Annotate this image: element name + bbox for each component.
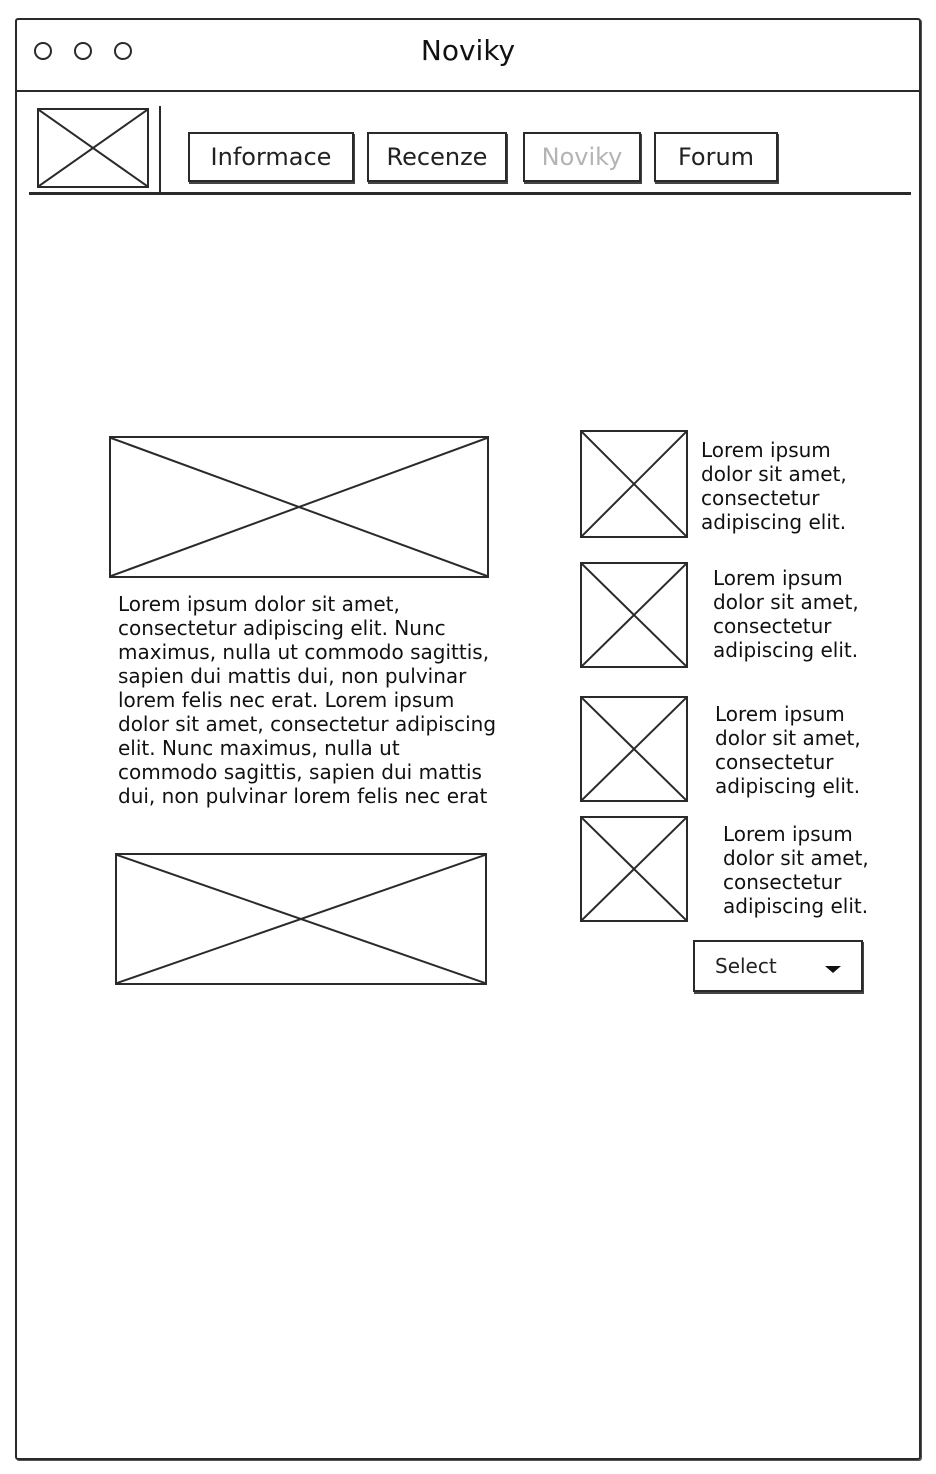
browser-window: Noviky Informace Recenze Noviky Forum Lo… [15, 18, 921, 1460]
title-bar: Noviky [17, 20, 919, 92]
tab-noviky[interactable]: Noviky [523, 132, 641, 182]
window-title: Noviky [420, 34, 516, 67]
image-placeholder-icon [39, 110, 147, 186]
select-dropdown[interactable]: Select [693, 940, 863, 992]
image-placeholder-icon [582, 818, 686, 920]
article-image-bottom [115, 853, 487, 985]
image-placeholder-icon [582, 432, 686, 536]
sidebar-item-text: Lorem ipsum dolor sit amet, consectetur … [701, 438, 847, 534]
image-placeholder-icon [582, 698, 686, 800]
tab-forum[interactable]: Forum [654, 132, 778, 182]
image-placeholder-icon [117, 855, 485, 983]
nav-divider [29, 192, 911, 195]
article-image-top [109, 436, 489, 578]
window-control-circle-icon[interactable] [74, 42, 92, 60]
sidebar-item-text: Lorem ipsum dolor sit amet, consectetur … [713, 566, 859, 662]
logo-image-placeholder [37, 108, 149, 188]
window-control-circle-icon[interactable] [34, 42, 52, 60]
image-placeholder-icon [111, 438, 487, 576]
select-label: Select [715, 954, 777, 978]
tab-recenze[interactable]: Recenze [367, 132, 507, 182]
image-placeholder-icon [582, 564, 686, 666]
sidebar-image [580, 430, 688, 538]
window-control-circle-icon[interactable] [114, 42, 132, 60]
article-text: Lorem ipsum dolor sit amet, consectetur … [118, 592, 497, 808]
sidebar-image [580, 562, 688, 668]
sidebar-item-text: Lorem ipsum dolor sit amet, consectetur … [715, 702, 861, 798]
logo-divider [159, 106, 161, 194]
tab-informace[interactable]: Informace [188, 132, 354, 182]
sidebar-item-text: Lorem ipsum dolor sit amet, consectetur … [723, 822, 869, 918]
sidebar-image [580, 816, 688, 922]
chevron-down-icon [825, 966, 841, 973]
sidebar-image [580, 696, 688, 802]
